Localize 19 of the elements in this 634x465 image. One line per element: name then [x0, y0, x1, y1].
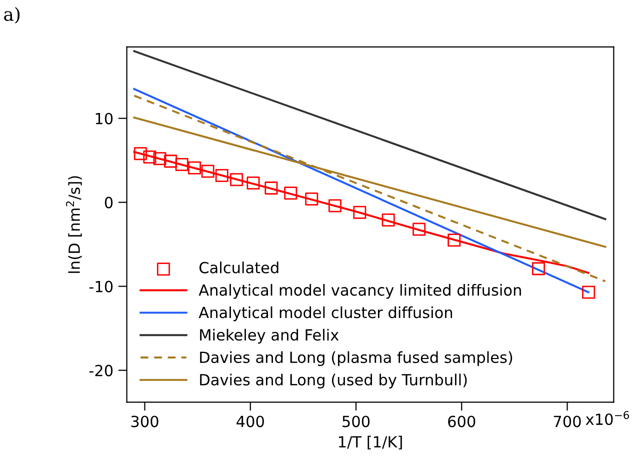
x-axis-title: 1/T [1/K] — [339, 436, 402, 450]
y-tick-label: -10 — [89, 280, 113, 292]
x-tick-label: 700 — [554, 416, 581, 428]
legend-label: Miekeley and Felix — [200, 328, 339, 344]
y-tick-label: 10 — [96, 112, 113, 124]
legend-label: Davies and Long (used by Turnbull) — [200, 374, 467, 388]
legend-label: Analytical model vacancy limited diffusion — [198, 284, 521, 299]
legend-label: Analytical model cluster diffusion — [198, 306, 452, 322]
y-tick-label: 0 — [104, 196, 113, 208]
y-tick-label: -20 — [89, 364, 113, 376]
y-axis-title: ln(D [nm$^{2}$/s]) — [66, 176, 82, 273]
x-tick-label: 500 — [342, 416, 370, 428]
legend-label: Calculated — [199, 262, 278, 274]
text: a) — [4, 6, 20, 24]
text: x10$^{−6}$ — [586, 411, 630, 426]
x-tick-label: 400 — [236, 416, 264, 428]
x-tick-label: 600 — [448, 416, 476, 428]
legend-label: Davies and Long (plasma fused samples) — [200, 351, 512, 366]
x-tick-label: 300 — [131, 416, 158, 428]
